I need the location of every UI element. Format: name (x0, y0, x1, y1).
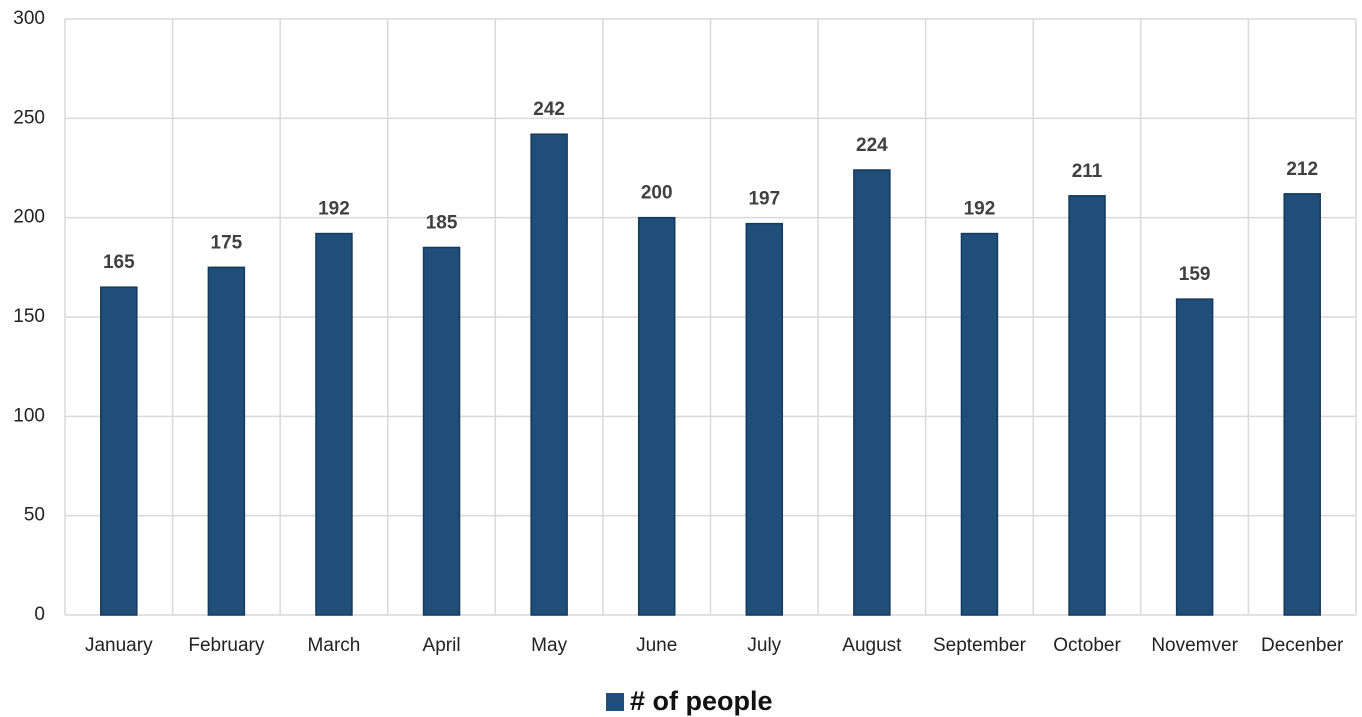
bar (1068, 195, 1106, 616)
y-tick-label: 300 (13, 8, 45, 29)
value-label: 212 (1286, 159, 1318, 180)
value-label: 159 (1179, 264, 1211, 285)
x-tick-label: June (636, 635, 677, 656)
value-label: 175 (211, 232, 243, 253)
bar (530, 133, 568, 616)
bar (422, 246, 461, 616)
value-label: 185 (426, 212, 458, 233)
x-tick-label: September (933, 635, 1027, 656)
x-tick-label: February (188, 635, 265, 656)
bar (315, 232, 353, 616)
x-tick-label: Novemver (1151, 635, 1238, 656)
x-tick-label: Decenber (1261, 635, 1344, 656)
x-tick-label: July (747, 635, 781, 656)
value-label: 224 (856, 135, 888, 156)
value-label: 242 (533, 99, 565, 120)
y-tick-label: 250 (13, 107, 45, 128)
y-tick-label: 50 (24, 505, 45, 526)
y-tick-label: 150 (13, 306, 45, 327)
bar (100, 286, 138, 616)
x-tick-label: April (423, 635, 461, 656)
y-tick-label: 100 (13, 405, 45, 426)
bar (960, 232, 999, 616)
legend-swatch (606, 693, 624, 711)
legend-label: # of people (630, 686, 773, 716)
bar (207, 266, 246, 616)
value-label: 192 (964, 199, 996, 220)
x-tick-label: October (1053, 635, 1121, 656)
bar (1175, 298, 1214, 616)
bar (853, 169, 891, 616)
value-label: 200 (641, 183, 673, 204)
bar (637, 216, 676, 616)
x-tick-label: May (531, 635, 567, 656)
x-tick-label: March (308, 635, 361, 656)
value-label: 192 (318, 199, 350, 220)
value-label: 211 (1072, 161, 1103, 182)
x-tick-label: August (842, 635, 902, 656)
bar (1283, 193, 1321, 616)
bar (745, 222, 784, 616)
y-tick-label: 200 (13, 207, 45, 228)
x-tick-label: January (85, 635, 153, 656)
value-label: 165 (103, 252, 135, 273)
y-tick-label: 0 (34, 604, 45, 625)
value-label: 197 (748, 189, 780, 210)
